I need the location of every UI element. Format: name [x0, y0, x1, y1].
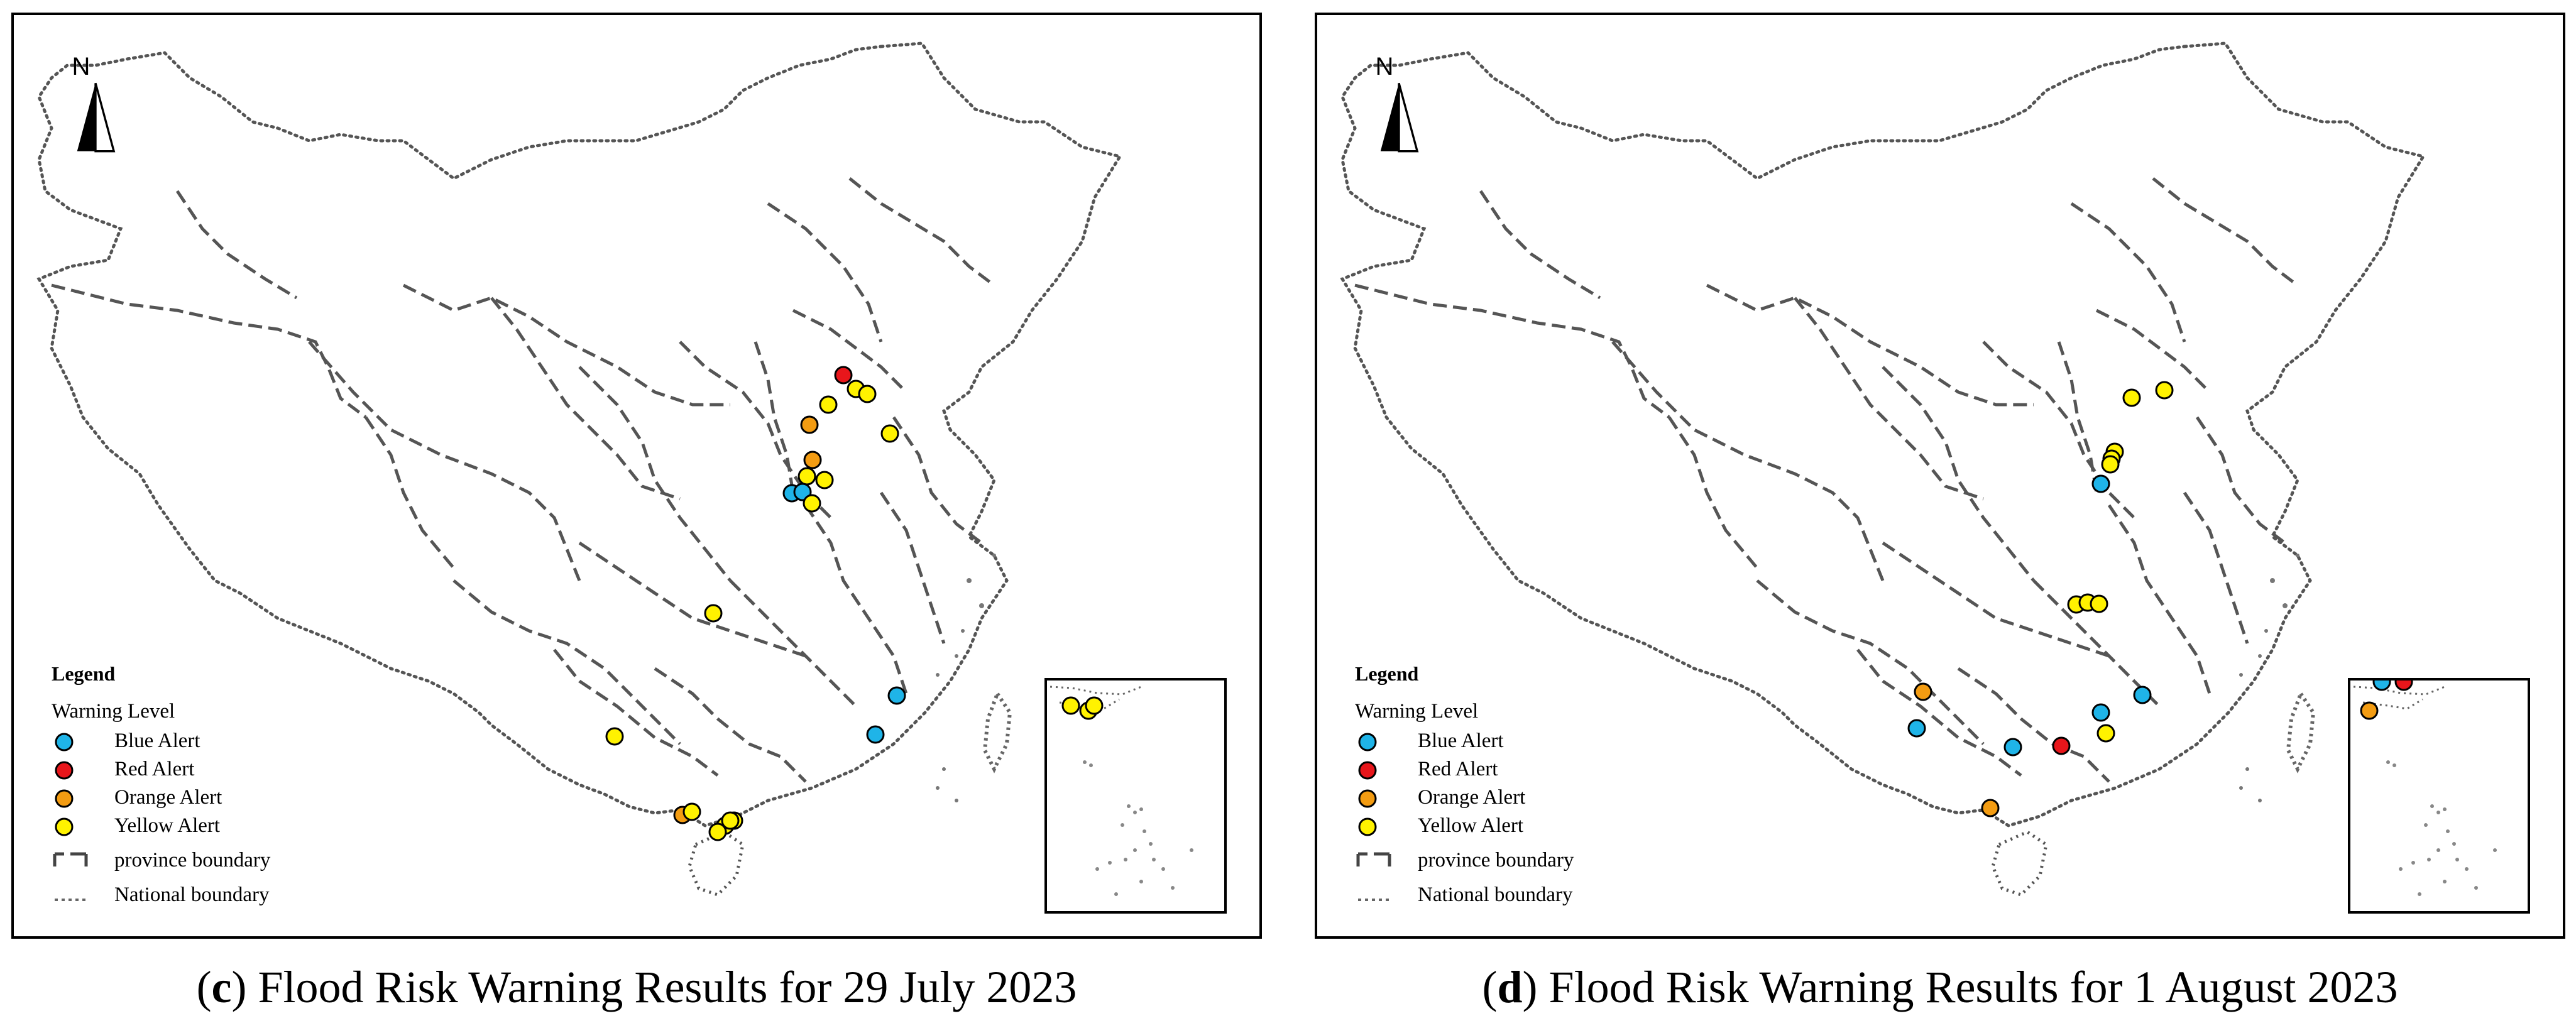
legend-item-blue-alert: Blue Alert — [1355, 728, 1707, 756]
south-china-sea-inset — [1044, 678, 1227, 914]
legend-subtitle: Warning Level — [1355, 700, 1479, 723]
figure-caption-c: (c) Flood Risk Warning Results for 29 Ju… — [196, 962, 1077, 1012]
legend-item-orange-alert: Orange Alert — [52, 785, 403, 812]
warning-markers — [605, 366, 906, 841]
orange-alert-marker[interactable] — [1981, 799, 2000, 817]
map-panel-d: N Legend Warning Level Blue Alert Red Al… — [1315, 13, 2565, 939]
legend-item-yellow-alert: Yellow Alert — [1355, 813, 1707, 841]
legend-item-national-boundary: National boundary — [1355, 882, 1707, 910]
blue-alert-marker[interactable] — [2091, 703, 2110, 722]
dashed-line-icon — [53, 852, 88, 866]
south-china-sea-inset — [2348, 678, 2530, 914]
yellow-alert-marker[interactable] — [880, 424, 899, 443]
yellow-alert-marker[interactable] — [803, 494, 821, 513]
legend-item-province-boundary: province boundary — [52, 848, 403, 875]
caption-text: Flood Risk Warning Results for 29 July 2… — [246, 962, 1077, 1012]
orange-alert-icon — [1358, 789, 1377, 808]
yellow-alert-icon — [1358, 817, 1377, 836]
orange-alert-marker[interactable] — [803, 451, 822, 469]
legend-subtitle: Warning Level — [52, 700, 175, 723]
yellow-alert-marker[interactable] — [704, 604, 723, 623]
legend-item-blue-alert: Blue Alert — [52, 728, 403, 756]
yellow-alert-marker[interactable] — [708, 823, 727, 841]
yellow-alert-marker[interactable] — [682, 802, 701, 821]
legend-label: Orange Alert — [114, 786, 222, 809]
yellow-alert-marker[interactable] — [1085, 696, 1104, 715]
red-alert-icon — [1358, 761, 1377, 780]
blue-alert-marker[interactable] — [2133, 686, 2152, 704]
orange-alert-icon — [55, 789, 74, 808]
red-alert-marker[interactable] — [2394, 680, 2413, 691]
yellow-alert-marker[interactable] — [2090, 594, 2108, 613]
yellow-alert-marker[interactable] — [819, 395, 838, 414]
dotted-line-icon — [55, 899, 89, 901]
yellow-alert-marker[interactable] — [2122, 388, 2141, 407]
yellow-alert-marker[interactable] — [2101, 455, 2120, 474]
yellow-alert-icon — [55, 817, 74, 836]
blue-alert-marker[interactable] — [2372, 680, 2391, 691]
blue-alert-marker[interactable] — [887, 686, 906, 705]
caption-letter: c — [211, 962, 232, 1012]
yellow-alert-marker[interactable] — [797, 467, 816, 486]
legend-item-orange-alert: Orange Alert — [1355, 785, 1707, 812]
orange-alert-marker[interactable] — [2360, 701, 2379, 720]
north-label: N — [1375, 53, 1394, 80]
legend-title: Legend — [52, 662, 116, 685]
map-panel-c: N Legend Warning Level Blue Alert Red Al… — [11, 13, 1262, 939]
legend-item-red-alert: Red Alert — [1355, 757, 1707, 784]
legend-item-red-alert: Red Alert — [52, 757, 403, 784]
warning-markers — [1907, 381, 2174, 817]
legend-label: National boundary — [114, 883, 270, 906]
yellow-alert-marker[interactable] — [858, 385, 877, 403]
figure-caption-d: (d) Flood Risk Warning Results for 1 Aug… — [1482, 962, 2398, 1012]
yellow-alert-marker[interactable] — [2096, 724, 2115, 743]
north-arrow-icon — [1379, 82, 1418, 153]
china-map — [1317, 15, 2565, 939]
blue-alert-marker[interactable] — [2091, 474, 2110, 493]
caption-letter: d — [1497, 962, 1523, 1012]
legend-label: Yellow Alert — [114, 814, 221, 837]
blue-alert-icon — [55, 733, 74, 752]
blue-alert-marker[interactable] — [1907, 719, 1926, 738]
legend-item-national-boundary: National boundary — [52, 882, 403, 910]
red-alert-marker[interactable] — [834, 366, 853, 385]
legend-label: province boundary — [114, 849, 271, 872]
blue-alert-marker[interactable] — [2003, 738, 2022, 757]
legend-label: province boundary — [1418, 849, 1574, 872]
legend-label: Yellow Alert — [1418, 814, 1524, 837]
map-legend: Legend Warning Level Blue Alert Red Aler… — [1355, 650, 1707, 920]
red-alert-icon — [55, 761, 74, 780]
yellow-alert-marker[interactable] — [1061, 696, 1080, 715]
legend-title: Legend — [1355, 662, 1419, 685]
legend-item-yellow-alert: Yellow Alert — [52, 813, 403, 841]
north-arrow-icon — [76, 82, 115, 153]
legend-label: Red Alert — [1418, 758, 1498, 780]
china-map — [14, 15, 1262, 939]
blue-alert-marker[interactable] — [866, 725, 885, 744]
legend-item-province-boundary: province boundary — [1355, 848, 1707, 875]
yellow-alert-marker[interactable] — [2155, 381, 2174, 400]
inset-map — [2352, 680, 2498, 897]
caption-text: Flood Risk Warning Results for 1 August … — [1537, 962, 2398, 1012]
north-label: N — [72, 53, 90, 80]
yellow-alert-marker[interactable] — [721, 811, 740, 830]
dashed-line-icon — [1356, 852, 1391, 866]
map-legend: Legend Warning Level Blue Alert Red Aler… — [52, 650, 403, 920]
orange-alert-marker[interactable] — [800, 415, 819, 434]
blue-alert-icon — [1358, 733, 1377, 752]
legend-label: Red Alert — [114, 758, 195, 780]
yellow-alert-marker[interactable] — [605, 727, 624, 746]
legend-label: National boundary — [1418, 883, 1573, 906]
dotted-line-icon — [1358, 899, 1393, 901]
yellow-alert-marker[interactable] — [815, 471, 834, 489]
inset-map — [1049, 686, 1195, 897]
legend-label: Orange Alert — [1418, 786, 1526, 809]
legend-label: Blue Alert — [1418, 730, 1504, 752]
legend-label: Blue Alert — [114, 730, 200, 752]
orange-alert-marker[interactable] — [1914, 682, 1932, 701]
red-alert-marker[interactable] — [2052, 736, 2071, 755]
